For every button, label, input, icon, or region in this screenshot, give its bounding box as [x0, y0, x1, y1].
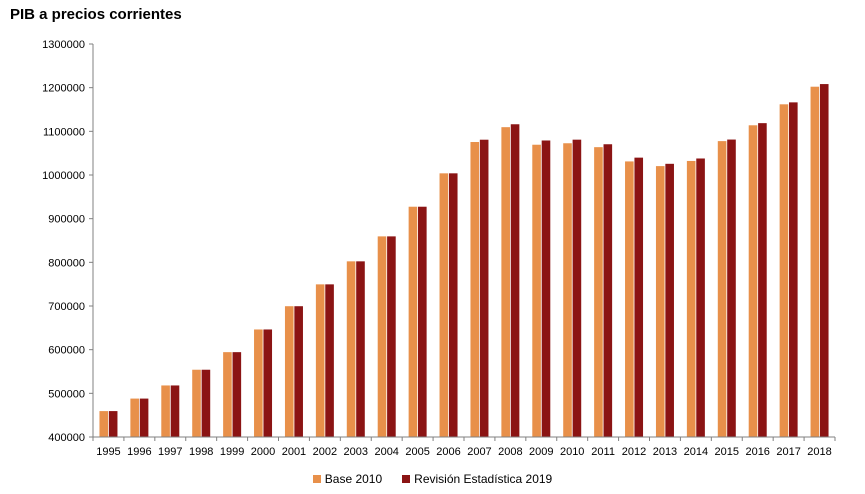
legend-label-revision-2019: Revisión Estadística 2019	[414, 472, 553, 486]
bar-revision-2019-2011	[603, 144, 613, 437]
bar-base-2010-2011	[594, 147, 603, 437]
bar-revision-2019-1996	[139, 398, 149, 437]
legend-swatch-revision-2019	[402, 475, 411, 483]
y-tick-label-400000: 400000	[48, 432, 85, 444]
bar-base-2010-2015	[717, 141, 727, 437]
x-tick-label-1997: 1997	[158, 446, 182, 458]
bar-revision-2019-1995	[108, 411, 118, 437]
x-tick-label-2004: 2004	[374, 446, 398, 458]
bars-group	[99, 84, 829, 438]
y-tick-label-1200000: 1200000	[42, 83, 85, 95]
x-tick-label-2016: 2016	[745, 446, 769, 458]
x-tick-label-2017: 2017	[776, 446, 800, 458]
bar-revision-2019-2008	[510, 124, 520, 437]
legend-item-revision-2019: Revisión Estadística 2019	[402, 472, 552, 486]
bar-revision-2019-2004	[387, 236, 396, 437]
bar-base-2010-2006	[439, 173, 449, 437]
bar-base-2010-2008	[501, 127, 510, 438]
bar-revision-2019-2014	[696, 158, 705, 438]
bar-revision-2019-2016	[758, 123, 767, 438]
x-tick-label-2014: 2014	[684, 446, 708, 458]
bar-base-2010-2007	[470, 142, 480, 437]
bar-revision-2019-2018	[819, 84, 829, 437]
x-tick-label-2006: 2006	[436, 446, 460, 458]
bar-revision-2019-2015	[727, 139, 736, 438]
bar-base-2010-2013	[655, 166, 665, 438]
bar-base-2010-2017	[779, 104, 789, 437]
x-tick-label-2010: 2010	[560, 446, 584, 458]
bar-base-2010-2000	[254, 329, 263, 437]
bar-base-2010-1997	[161, 385, 170, 437]
x-tick-label-2007: 2007	[467, 446, 491, 458]
x-tick-label-2009: 2009	[529, 446, 553, 458]
bar-revision-2019-2013	[665, 163, 674, 437]
x-tick-label-2003: 2003	[344, 446, 368, 458]
x-tick-label-2000: 2000	[251, 446, 275, 458]
bar-base-2010-2003	[346, 261, 356, 437]
y-tick-label-800000: 800000	[48, 257, 85, 269]
y-tick-label-900000: 900000	[48, 214, 85, 226]
bar-base-2010-2012	[625, 161, 634, 438]
legend-label-base-2010: Base 2010	[324, 472, 383, 486]
bar-revision-2019-2009	[541, 140, 551, 438]
x-tick-label-2001: 2001	[282, 446, 306, 458]
x-tick-label-1995: 1995	[96, 446, 120, 458]
bar-revision-2019-2010	[572, 139, 582, 438]
y-tick-label-700000: 700000	[48, 301, 85, 313]
bar-revision-2019-2007	[479, 139, 489, 437]
legend-item-base-2010: Base 2010	[312, 472, 383, 486]
bar-base-2010-2001	[284, 306, 294, 437]
bar-base-2010-1995	[99, 411, 109, 437]
bar-revision-2019-1997	[170, 385, 180, 437]
y-tick-label-1000000: 1000000	[42, 170, 85, 182]
bar-revision-2019-2002	[325, 284, 334, 437]
bar-revision-2019-2005	[418, 206, 427, 437]
x-tick-label-2008: 2008	[498, 446, 522, 458]
legend-swatch-base-2010	[312, 475, 321, 483]
x-tick-label-1998: 1998	[189, 446, 213, 458]
bar-base-2010-1996	[130, 398, 139, 437]
bar-base-2010-1998	[192, 369, 201, 437]
bar-base-2010-1999	[223, 352, 232, 437]
bar-revision-2019-1998	[201, 369, 211, 437]
y-tick-label-1300000: 1300000	[42, 39, 85, 51]
bar-revision-2019-2001	[294, 306, 303, 437]
y-tick-label-600000: 600000	[48, 345, 85, 357]
bar-base-2010-2014	[686, 160, 696, 437]
x-tick-label-2018: 2018	[807, 446, 831, 458]
x-tick-label-2005: 2005	[405, 446, 429, 458]
x-tick-label-2012: 2012	[622, 446, 646, 458]
legend: Base 2010 Revisión Estadística 2019	[0, 472, 865, 486]
bar-revision-2019-2017	[789, 102, 798, 438]
axes-group: 400000 500000 600000 700000 800000 900000 1000…	[42, 39, 836, 458]
bar-base-2010-2004	[377, 236, 387, 437]
bar-base-2010-2009	[532, 144, 541, 438]
bar-base-2010-2018	[810, 86, 820, 438]
x-tick-label-2013: 2013	[653, 446, 677, 458]
x-tick-label-1996: 1996	[127, 446, 151, 458]
bar-revision-2019-2000	[263, 329, 273, 437]
x-tick-label-2011: 2011	[591, 446, 615, 458]
bar-revision-2019-2006	[448, 173, 458, 437]
bar-base-2010-2002	[315, 284, 325, 437]
bar-base-2010-2005	[408, 206, 418, 437]
x-tick-label-2015: 2015	[715, 446, 739, 458]
bar-revision-2019-1999	[232, 352, 242, 437]
chart-title: PIB a precios corrientes	[10, 6, 182, 23]
bar-base-2010-2016	[748, 125, 758, 437]
y-tick-label-1100000: 1100000	[43, 126, 85, 138]
bar-revision-2019-2012	[634, 157, 644, 437]
x-tick-label-1999: 1999	[220, 446, 244, 458]
bar-base-2010-2010	[563, 143, 572, 437]
y-tick-label-500000: 500000	[48, 388, 85, 400]
x-tick-label-2002: 2002	[313, 446, 337, 458]
bar-revision-2019-2003	[356, 261, 365, 437]
